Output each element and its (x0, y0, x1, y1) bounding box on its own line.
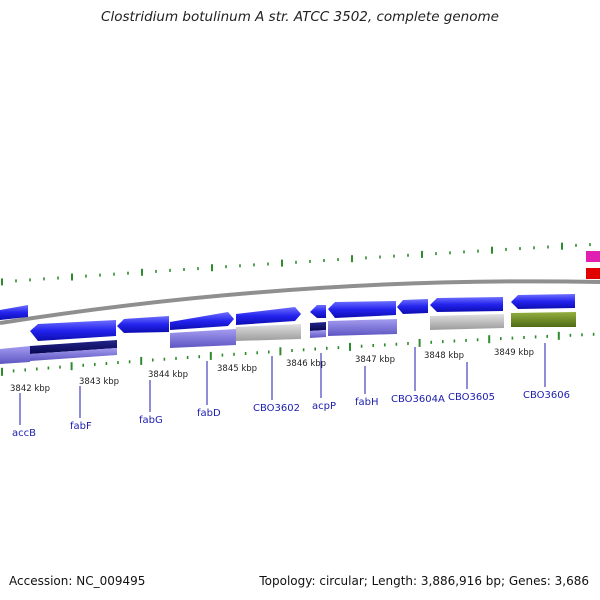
genome-summary-text: Topology: circular; Length: 3,886,916 bp… (259, 574, 589, 588)
inner-tick-track (1, 331, 595, 376)
gene-label-fabh: fabH (355, 397, 379, 408)
gene-label-accb: accB (12, 428, 36, 439)
cog-block-acpp-dark (310, 322, 326, 331)
scale-label: 3842 kbp (10, 384, 50, 394)
cog-block-cbo3605 (430, 314, 504, 330)
gene-label-fabg: fabG (139, 415, 163, 426)
gene-arrow-acpp (310, 305, 326, 318)
gene-arrow-fabh (328, 301, 396, 318)
scale-label: 3844 kbp (148, 370, 188, 380)
scale-label: 3843 kbp (79, 377, 119, 387)
scale-label: 3847 kbp (355, 355, 395, 365)
gene-label-cbo3605: CBO3605 (448, 392, 495, 403)
accession-text: Accession: NC_009495 (9, 574, 146, 588)
gene-label-acpp: acpP (312, 401, 336, 412)
gene-arrow-cbo3605 (430, 297, 503, 312)
gene-arrow-cbo3602 (236, 307, 301, 325)
gene-label-cbo3604a: CBO3604A (391, 394, 445, 405)
cog-block-cbo3602 (236, 324, 301, 341)
gene-arrow-cbo3606 (511, 294, 575, 309)
cog-block-acpp (310, 330, 326, 338)
gene-labels: accB fabF fabG fabD CBO3602 acpP fabH CB… (12, 390, 570, 439)
scale-label: 3848 kbp (424, 351, 464, 361)
gene-label-fabd: fabD (197, 408, 221, 419)
gene-label-cbo3606: CBO3606 (523, 390, 570, 401)
cds-track (0, 294, 575, 341)
outer-tick-track (1, 242, 591, 286)
gene-arrow-fabd (170, 312, 234, 330)
scale-label: 3846 kbp (286, 359, 326, 369)
legend-swatch-pink (586, 251, 600, 262)
gene-label-cbo3602: CBO3602 (253, 403, 300, 414)
scale-label: 3845 kbp (217, 364, 257, 374)
cog-block-accb (0, 346, 30, 364)
gene-arrow-cbo3604a (397, 299, 428, 314)
cog-track (0, 312, 576, 364)
legend-swatch-red (586, 268, 600, 279)
cog-block-fabh (328, 319, 397, 336)
scale-label: 3849 kbp (494, 348, 534, 358)
scale-labels: 3842 kbp 3843 kbp 3844 kbp 3845 kbp 3846… (10, 348, 534, 394)
gene-arrow-fabf (30, 320, 116, 341)
map-title: Clostridium botulinum A str. ATCC 3502, … (101, 9, 499, 25)
gene-arrow-accb (0, 305, 28, 320)
gene-label-leaders (19, 343, 546, 425)
cog-block-fabf-dark (30, 340, 117, 354)
gene-arrow-fabg (117, 316, 169, 333)
gene-label-fabf: fabF (70, 421, 92, 432)
cog-block-fabd (170, 329, 236, 348)
genome-backbone (0, 279, 600, 325)
cog-block-fabf (30, 348, 117, 361)
cog-block-cbo3606 (511, 312, 576, 327)
